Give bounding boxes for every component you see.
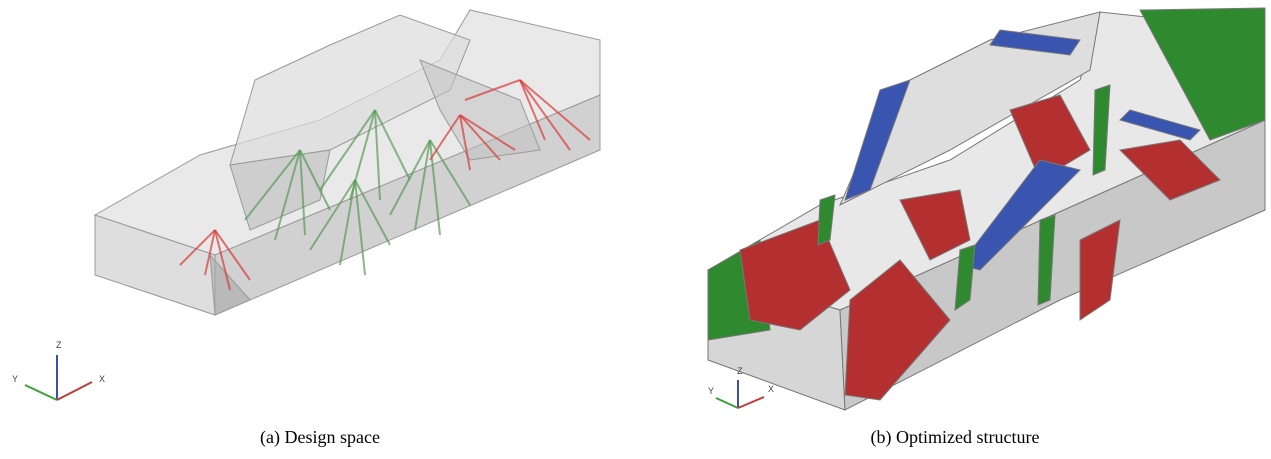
- axis-label: Z: [56, 340, 62, 350]
- axis-label: Y: [708, 386, 714, 396]
- caption: (a) Design space: [260, 427, 380, 448]
- axis-triad: Z Y X: [12, 340, 105, 400]
- axis-label: Z: [737, 366, 743, 376]
- page: Z Y X (a) Design space Z Y X (b) Optimiz…: [0, 0, 1271, 459]
- axis-label: X: [768, 384, 774, 394]
- optimized-structure-image: [708, 8, 1265, 410]
- axis-label: Y: [12, 374, 18, 384]
- design-space-image: [95, 10, 600, 315]
- caption: (b) Optimized structure: [871, 427, 1040, 448]
- figure: Z Y X (a) Design space Z Y X (b) Optimiz…: [0, 0, 1271, 459]
- axis-label: X: [99, 374, 105, 384]
